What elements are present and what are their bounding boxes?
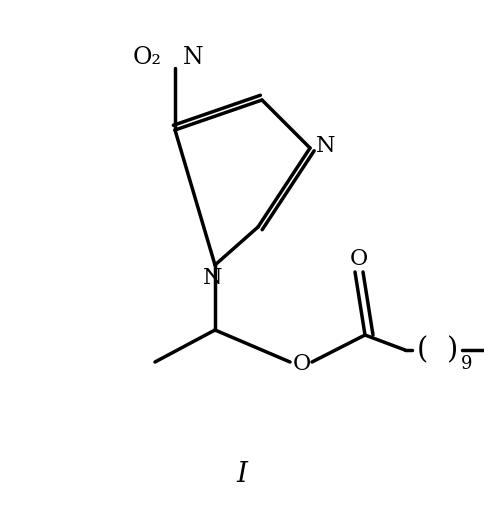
Text: 9: 9	[461, 355, 473, 373]
Text: N: N	[182, 47, 203, 70]
Text: I: I	[237, 461, 247, 489]
Text: N: N	[316, 135, 336, 157]
Text: ): )	[447, 336, 459, 364]
Text: O: O	[350, 248, 368, 270]
Text: N: N	[203, 267, 223, 289]
Text: O: O	[293, 353, 311, 375]
Text: O₂: O₂	[133, 47, 162, 70]
Text: (: (	[416, 336, 428, 364]
